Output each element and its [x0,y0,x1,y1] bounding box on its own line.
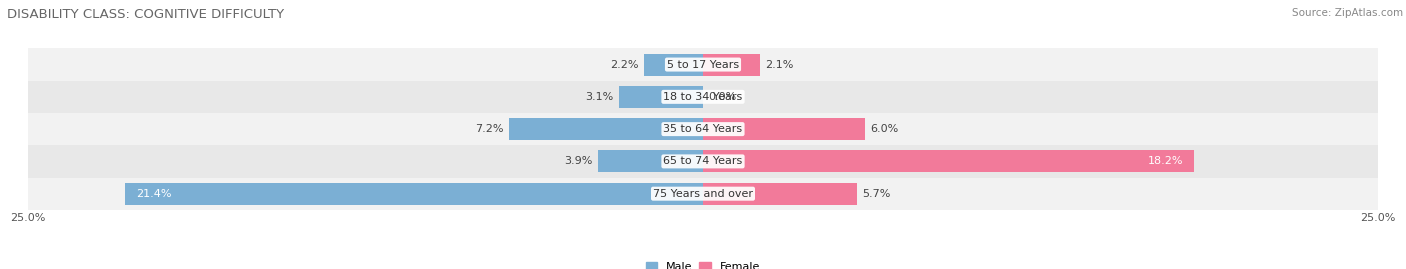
Text: 5 to 17 Years: 5 to 17 Years [666,59,740,70]
Bar [28,81,1378,113]
Bar [703,150,1194,172]
Text: DISABILITY CLASS: COGNITIVE DIFFICULTY: DISABILITY CLASS: COGNITIVE DIFFICULTY [7,8,284,21]
Text: 18.2%: 18.2% [1149,156,1184,167]
Text: 21.4%: 21.4% [136,189,172,199]
Bar [703,118,865,140]
Bar [28,145,1378,178]
Text: 7.2%: 7.2% [475,124,503,134]
Bar [28,113,1378,145]
Bar [703,183,856,205]
Legend: Male, Female: Male, Female [647,262,759,269]
Text: 75 Years and over: 75 Years and over [652,189,754,199]
Text: 5.7%: 5.7% [862,189,890,199]
Bar [28,178,1378,210]
Bar [644,54,703,76]
Text: 2.1%: 2.1% [765,59,793,70]
Bar [509,118,703,140]
Text: 6.0%: 6.0% [870,124,898,134]
Bar [28,48,1378,81]
Text: 65 to 74 Years: 65 to 74 Years [664,156,742,167]
Text: 35 to 64 Years: 35 to 64 Years [664,124,742,134]
Text: 2.2%: 2.2% [610,59,638,70]
Text: Source: ZipAtlas.com: Source: ZipAtlas.com [1292,8,1403,18]
Text: 18 to 34 Years: 18 to 34 Years [664,92,742,102]
Text: 0.0%: 0.0% [709,92,737,102]
Bar [703,54,759,76]
Text: 3.9%: 3.9% [564,156,592,167]
Bar [598,150,703,172]
Text: 3.1%: 3.1% [586,92,614,102]
Bar [125,183,703,205]
Bar [619,86,703,108]
